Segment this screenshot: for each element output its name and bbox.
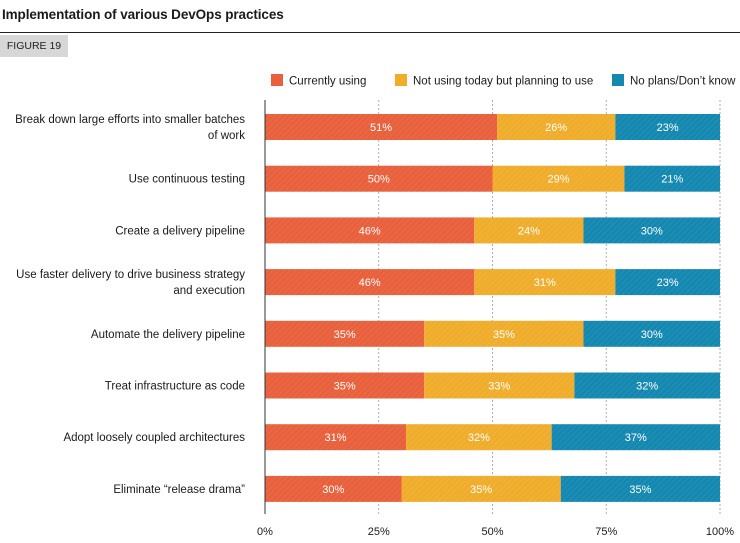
data-label: 31% (325, 432, 347, 444)
legend-item: Not using today but planning to use (395, 74, 593, 88)
legend-label: Not using today but planning to use (413, 76, 593, 88)
bar-texture (474, 217, 584, 244)
data-label: 37% (625, 432, 647, 444)
data-label: 51% (370, 122, 392, 134)
x-tick-label: 75% (595, 526, 617, 538)
category-label-line: and execution (173, 285, 245, 297)
bar-texture (574, 372, 720, 399)
data-label: 30% (641, 225, 663, 237)
data-label: 50% (368, 174, 390, 186)
bar-texture (406, 424, 552, 451)
bar-row: 30% 35% 35% (265, 475, 720, 502)
category-label-line: Break down large efforts into smaller ba… (15, 114, 245, 126)
x-tick-label: 50% (481, 526, 503, 538)
bar-row: 35% 33% 32% (265, 372, 720, 399)
category-label-line: of work (208, 130, 245, 142)
category-label: Treat infrastructure as code (105, 381, 245, 393)
bar-texture (474, 269, 616, 296)
bar-texture (583, 217, 720, 244)
x-tick-label: 0% (257, 526, 273, 538)
data-label: 24% (518, 225, 540, 237)
legend-label: Currently using (289, 76, 366, 88)
data-label: 23% (657, 122, 679, 134)
chart-title: Implementation of various DevOps practic… (2, 7, 284, 22)
legend-item: No plans/Don’t know (612, 74, 736, 88)
legend-label: No plans/Don’t know (630, 76, 736, 88)
category-label-line: Use faster delivery to drive business st… (16, 269, 245, 281)
data-label: 30% (322, 484, 344, 496)
x-axis: 0% 25% 50% 75% 100% (257, 100, 734, 538)
bar-row: 35% 35% 30% (265, 320, 720, 347)
data-label: 29% (547, 174, 569, 186)
figure-badge: FIGURE 19 (0, 35, 68, 57)
bar-texture (492, 165, 625, 192)
bar-texture (615, 114, 720, 140)
data-label: 30% (641, 329, 663, 341)
gridlines (264, 100, 721, 514)
bar-texture (401, 475, 561, 502)
title-divider (0, 32, 740, 33)
category-label-line: Eliminate “release drama” (113, 484, 245, 496)
bar-texture (560, 475, 720, 502)
bar-row: 46% 24% 30% (265, 217, 720, 244)
category-label-line: Create a delivery pipeline (115, 225, 245, 237)
legend-swatch (271, 74, 283, 86)
bar-texture (615, 269, 720, 296)
bar-texture (497, 114, 616, 140)
bar-row: 31% 32% 37% (265, 424, 720, 451)
legend-item: Currently using (271, 74, 366, 88)
category-label: Break down large efforts into smaller ba… (15, 114, 245, 142)
category-label: Automate the delivery pipeline (91, 329, 245, 341)
category-label: Eliminate “release drama” (113, 484, 245, 496)
bar-texture (265, 475, 402, 502)
legend-swatch (612, 74, 624, 86)
x-tick-label: 25% (368, 526, 390, 538)
data-label: 35% (629, 484, 651, 496)
bar-texture (265, 114, 498, 140)
category-labels: Break down large efforts into smaller ba… (15, 114, 245, 496)
data-label: 33% (488, 381, 510, 393)
bar-texture (265, 424, 407, 451)
bar-texture (265, 165, 493, 192)
data-label: 32% (468, 432, 490, 444)
bars: 51% 26% 23%50% 29% 21%46% 24% 30%46% 31% 23%35% 3… (265, 114, 720, 502)
bar-row: 51% 26% 23% (265, 114, 720, 140)
bar-texture (265, 217, 475, 244)
data-label: 23% (657, 277, 679, 289)
category-label: Adopt loosely coupled architectures (63, 432, 245, 444)
category-label: Create a delivery pipeline (115, 225, 245, 237)
category-label-line: Use continuous testing (129, 174, 245, 186)
category-label-line: Automate the delivery pipeline (91, 329, 245, 341)
bar-row: 46% 31% 23% (265, 269, 720, 296)
data-label: 32% (636, 381, 658, 393)
bar-texture (265, 269, 475, 296)
bar-texture (624, 165, 720, 192)
data-label: 35% (334, 329, 356, 341)
bar-texture (583, 320, 720, 347)
bar-row: 50% 29% 21% (265, 165, 720, 192)
legend-swatch (395, 74, 407, 86)
category-label: Use faster delivery to drive business st… (16, 269, 245, 297)
data-label: 26% (545, 122, 567, 134)
data-label: 46% (359, 225, 381, 237)
bar-texture (265, 320, 425, 347)
data-label: 35% (470, 484, 492, 496)
data-label: 21% (661, 174, 683, 186)
data-label: 35% (334, 381, 356, 393)
bar-texture (424, 372, 575, 399)
category-label-line: Treat infrastructure as code (105, 381, 245, 393)
data-label: 35% (493, 329, 515, 341)
data-label: 46% (359, 277, 381, 289)
bar-texture (551, 424, 720, 451)
legend: Currently using Not using today but plann… (271, 74, 736, 88)
category-label: Use continuous testing (129, 174, 245, 186)
category-label-line: Adopt loosely coupled architectures (63, 432, 245, 444)
bar-texture (265, 372, 425, 399)
bar-texture (424, 320, 584, 347)
x-tick-label: 100% (706, 526, 734, 538)
data-label: 31% (534, 277, 556, 289)
